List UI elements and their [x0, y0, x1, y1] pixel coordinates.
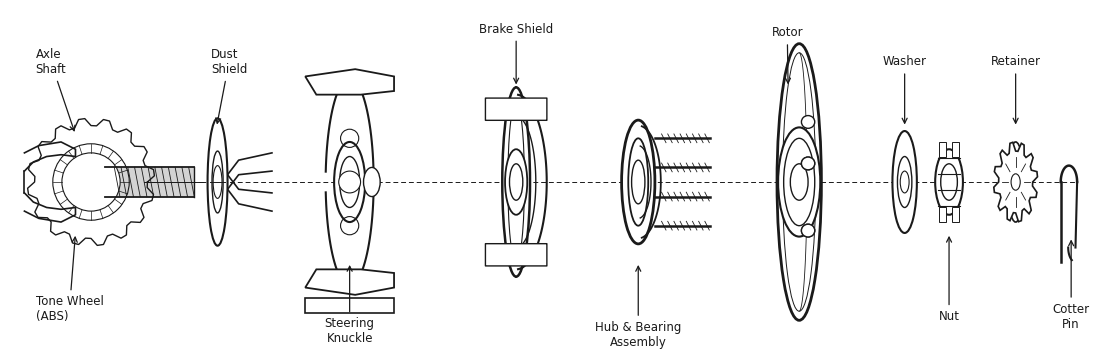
- Ellipse shape: [790, 164, 808, 200]
- Ellipse shape: [801, 157, 815, 170]
- Ellipse shape: [1008, 142, 1025, 222]
- Ellipse shape: [364, 167, 380, 197]
- Text: Brake Shield: Brake Shield: [480, 23, 553, 83]
- Polygon shape: [305, 298, 394, 313]
- Text: Cotter
Pin: Cotter Pin: [1052, 241, 1090, 331]
- Text: Tone Wheel
(ABS): Tone Wheel (ABS): [36, 237, 103, 323]
- Ellipse shape: [62, 153, 120, 211]
- Ellipse shape: [509, 164, 523, 200]
- Ellipse shape: [213, 166, 222, 198]
- Ellipse shape: [1011, 174, 1020, 190]
- Ellipse shape: [505, 149, 527, 215]
- FancyBboxPatch shape: [485, 244, 547, 266]
- Bar: [105, 167, 194, 197]
- Text: Retainer: Retainer: [990, 55, 1041, 123]
- Ellipse shape: [801, 224, 815, 237]
- Ellipse shape: [898, 157, 912, 207]
- Bar: [952, 207, 959, 222]
- Ellipse shape: [935, 149, 963, 215]
- Polygon shape: [993, 142, 1038, 222]
- Ellipse shape: [212, 151, 223, 213]
- Bar: [939, 142, 946, 157]
- Text: Rotor: Rotor: [771, 26, 803, 83]
- Ellipse shape: [503, 87, 531, 277]
- Ellipse shape: [777, 44, 821, 320]
- Ellipse shape: [892, 131, 917, 233]
- Ellipse shape: [208, 118, 228, 246]
- Polygon shape: [305, 269, 394, 295]
- Ellipse shape: [801, 115, 815, 128]
- Text: Nut: Nut: [939, 237, 959, 323]
- Ellipse shape: [900, 171, 909, 193]
- Text: Washer: Washer: [882, 55, 927, 123]
- Ellipse shape: [778, 127, 820, 237]
- Ellipse shape: [632, 160, 645, 204]
- Ellipse shape: [801, 224, 815, 237]
- Text: Hub & Bearing
Assembly: Hub & Bearing Assembly: [595, 266, 682, 349]
- Ellipse shape: [622, 120, 655, 244]
- Ellipse shape: [784, 138, 815, 226]
- Text: Steering
Knuckle: Steering Knuckle: [324, 266, 375, 345]
- Bar: [952, 142, 959, 157]
- Ellipse shape: [628, 138, 648, 226]
- FancyBboxPatch shape: [485, 98, 547, 120]
- Circle shape: [339, 171, 361, 193]
- Text: Dust
Shield: Dust Shield: [211, 48, 248, 123]
- Text: Axle
Shaft: Axle Shaft: [36, 48, 74, 131]
- Bar: [939, 207, 946, 222]
- Ellipse shape: [334, 142, 365, 222]
- Ellipse shape: [801, 157, 815, 170]
- Ellipse shape: [340, 157, 360, 207]
- Polygon shape: [305, 69, 394, 95]
